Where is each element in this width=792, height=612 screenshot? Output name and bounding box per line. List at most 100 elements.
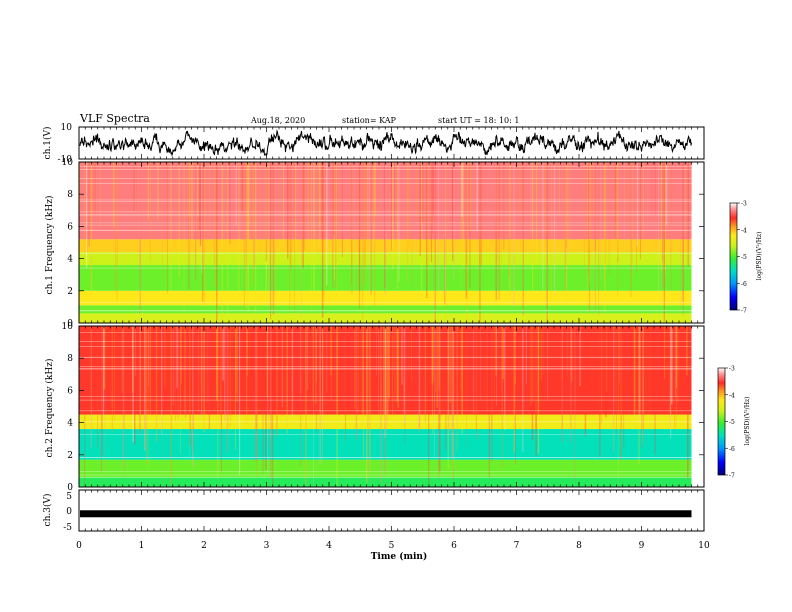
spectrogram-tone [79, 178, 692, 179]
spectrogram-streak [427, 162, 429, 286]
ch3-waveform-line [80, 510, 692, 518]
spectrogram-streak [307, 162, 309, 254]
spectrogram-streak [415, 162, 418, 218]
y-tick-label: 8 [67, 354, 73, 364]
spectrogram-streak [491, 162, 493, 244]
station-label: station= KAP [342, 116, 396, 125]
spectrogram-streak [469, 162, 470, 226]
spectrogram-streak [265, 162, 267, 261]
spectrogram-streak [199, 162, 200, 231]
spectrogram-streak [605, 326, 608, 392]
spectrogram-streak [220, 326, 222, 425]
spectrogram-streak [398, 162, 400, 282]
spectrogram-streak [480, 326, 481, 401]
spectrogram-streak [654, 162, 656, 217]
spectrogram-streak [369, 326, 371, 473]
spectrogram-streak [515, 326, 517, 465]
spectrogram-streak [406, 162, 409, 282]
spectrogram-tone [79, 267, 692, 269]
spectrogram-streak [91, 162, 93, 213]
spectrogram-streak [176, 326, 178, 388]
spectrogram-streak [579, 326, 581, 386]
spectrogram-streak [498, 162, 500, 300]
spectrogram-streak [315, 326, 317, 382]
spectrogram-streak [265, 162, 267, 302]
spectrogram-streak [241, 162, 244, 211]
spectrogram-streak [522, 162, 525, 225]
spectrogram-streak [344, 326, 346, 442]
spectrogram-streak [306, 326, 309, 391]
spectrogram-streak [497, 162, 499, 261]
spectrogram-tone [79, 399, 692, 401]
colorbar-tick-label: -5 [729, 419, 735, 426]
spectrogram-streak [594, 162, 596, 313]
spectrogram-streak [86, 162, 88, 254]
spectrogram-streak [604, 162, 606, 313]
spectrogram-streak [90, 326, 92, 448]
spectrogram-streak [530, 162, 532, 233]
spectrogram-streak [287, 162, 289, 259]
spectrogram-streak [397, 162, 399, 290]
spectrogram-streak [189, 326, 192, 446]
spectrogram-streak [139, 326, 141, 422]
spectrogram-streak [513, 162, 515, 308]
spectrogram-streak [131, 326, 133, 393]
spectrogram-streak [431, 326, 433, 385]
spectrogram-streak [463, 162, 464, 269]
spectrogram-streak [200, 326, 202, 392]
spectrogram-streak [642, 162, 644, 239]
spectrogram-streak [172, 326, 175, 406]
spectrogram-streak [462, 162, 464, 261]
spectrogram-streak [546, 326, 549, 399]
spectrogram-streak [383, 326, 384, 426]
spectrogram-streak [180, 326, 182, 454]
spectrogram-streak [180, 326, 182, 384]
spectrogram-streak [613, 326, 615, 452]
y-tick-label: 10 [62, 322, 74, 332]
spectrogram-streak [272, 326, 274, 486]
spectrogram-streak [102, 326, 103, 456]
spectrogram-streak [367, 326, 369, 483]
spectrogram-streak [367, 162, 369, 247]
spectrogram-streak [149, 162, 151, 261]
spectrogram-streak [658, 162, 659, 294]
ch1-ylabel: ch.1(V) [42, 127, 53, 160]
spectrogram-streak [157, 162, 159, 221]
spectrogram-streak [256, 326, 258, 477]
spectrogram-streak [362, 326, 364, 459]
date-label: Aug.18, 2020 [251, 116, 306, 125]
ch1-colorbar [729, 202, 738, 311]
spectrogram-streak [148, 326, 149, 387]
spectrogram-streak [177, 326, 179, 419]
spectrogram-tone [79, 215, 692, 217]
spectrogram-streak [149, 326, 151, 416]
spectrogram-streak [561, 326, 564, 443]
spectrogram-streak [461, 162, 463, 217]
spectrogram-streak [262, 326, 264, 474]
spectrogram-streak [392, 162, 394, 269]
spectrogram-streak [369, 162, 371, 295]
spectrogram-streak [475, 326, 478, 440]
spectrogram-streak [639, 162, 641, 260]
spectrogram-streak [598, 162, 600, 316]
spectrogram-streak [358, 162, 361, 309]
y-tick-label: 0 [67, 319, 73, 329]
spectrogram-streak [538, 326, 539, 404]
spectrogram-streak [238, 162, 240, 307]
spectrogram-streak [384, 326, 386, 438]
spectrogram-streak [438, 326, 440, 390]
spectrogram-streak [434, 326, 435, 457]
spectrogram-streak [531, 326, 534, 440]
spectrogram-streak [336, 162, 337, 298]
spectrogram-streak [354, 326, 356, 409]
spectrogram-streak [535, 162, 538, 263]
spectrogram-streak [286, 326, 288, 434]
spectrogram-streak [224, 326, 226, 421]
spectrogram-band [79, 313, 692, 323]
spectrogram-tone [79, 433, 692, 435]
spectrogram-streak [235, 162, 237, 226]
spectrogram-streak [476, 162, 478, 231]
spectrogram-streak [588, 162, 589, 275]
spectrogram-streak [312, 326, 314, 402]
spectrogram-streak [461, 326, 463, 434]
